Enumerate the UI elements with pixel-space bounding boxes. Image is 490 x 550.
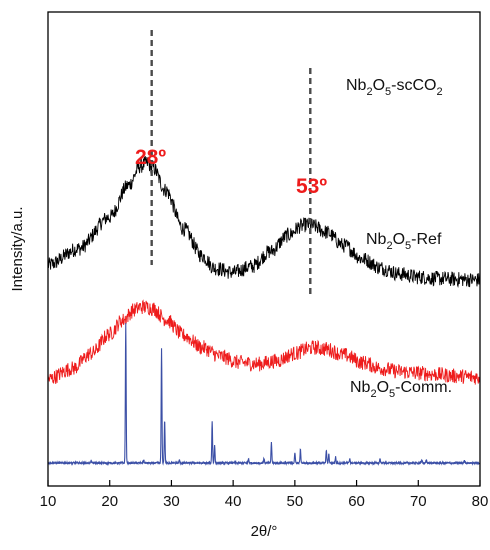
series-label-ref-sub2: 5 bbox=[405, 240, 411, 252]
series-label-scco2-sub2: 5 bbox=[385, 86, 391, 98]
series-label-comm: Nb2O5-Comm. bbox=[350, 379, 452, 400]
series-label-comm-sub2: 5 bbox=[389, 388, 395, 400]
annotation-53: 53º bbox=[296, 175, 327, 198]
x-tick-label-70: 70 bbox=[410, 493, 427, 510]
x-axis-title: 2θ/° bbox=[251, 523, 278, 540]
x-tick-label-10: 10 bbox=[40, 493, 57, 510]
series-label-ref-sub1: 2 bbox=[386, 240, 392, 252]
x-tick-label-40: 40 bbox=[225, 493, 242, 510]
series-label-ref-part3: -Ref bbox=[411, 231, 442, 248]
plot-frame bbox=[47, 11, 481, 487]
series-label-comm-part1: Nb bbox=[350, 379, 371, 396]
series-label-comm-part3: -Comm. bbox=[395, 379, 452, 396]
series-line-comm bbox=[47, 322, 480, 466]
series-label-comm-sub1: 2 bbox=[370, 388, 376, 400]
reference-lines bbox=[150, 30, 312, 298]
series-label-scco2: Nb2O5-scCO2 bbox=[346, 77, 443, 98]
series-line-scco2 bbox=[47, 156, 481, 288]
series-label-scco2-sub1: 2 bbox=[366, 86, 372, 98]
series-line-ref bbox=[47, 299, 481, 385]
x-tick-label-20: 20 bbox=[101, 493, 118, 510]
series-label-scco2-part3: -scCO bbox=[391, 77, 436, 94]
annotation-28: 28º bbox=[135, 146, 166, 169]
series-label-scco2-part2: O bbox=[373, 77, 385, 94]
series-label-ref-part1: Nb bbox=[366, 231, 387, 248]
x-tick-label-50: 50 bbox=[287, 493, 304, 510]
series-label-scco2-sub3: 2 bbox=[436, 86, 442, 98]
series-label-scco2-part1: Nb bbox=[346, 77, 367, 94]
series-layer bbox=[47, 156, 481, 466]
series-label-ref-part2: O bbox=[393, 231, 405, 248]
x-tick-label-30: 30 bbox=[163, 493, 180, 510]
x-tick-label-60: 60 bbox=[348, 493, 365, 510]
x-tick-label-80: 80 bbox=[472, 493, 489, 510]
series-label-comm-part2: O bbox=[377, 379, 389, 396]
series-label-ref: Nb2O5-Ref bbox=[366, 231, 442, 252]
x-axis-ticks: 10 20 30 40 50 60 70 80 bbox=[40, 480, 489, 510]
y-axis-title: Intensity/a.u. bbox=[9, 206, 26, 291]
